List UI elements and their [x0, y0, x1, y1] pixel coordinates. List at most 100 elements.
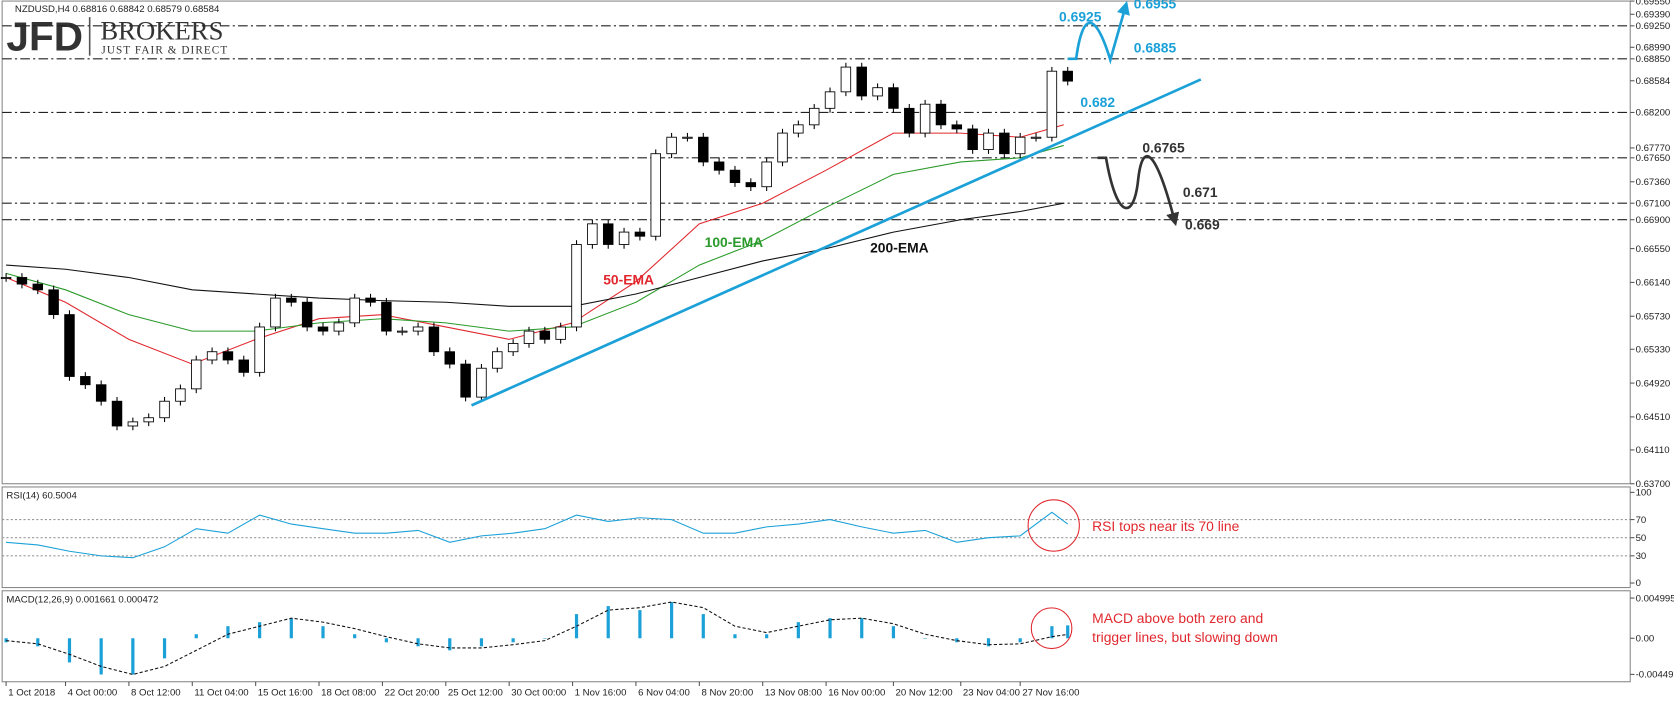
y-tick-label: 0.69390 [1636, 9, 1671, 20]
histogram-bar [1066, 625, 1070, 639]
macd-title: MACD(12,26,9) 0.001661 0.000472 [6, 595, 158, 606]
y-tick-label: 0.69550 [1636, 0, 1671, 7]
candle [143, 417, 154, 423]
level-label: 0.6955 [1134, 0, 1177, 12]
candle [1030, 136, 1042, 139]
candle [254, 326, 265, 373]
logo-tagline: JUST FAIR & DIRECT [101, 45, 228, 57]
candle [476, 367, 487, 398]
histogram-bar [226, 626, 230, 639]
candle [935, 103, 947, 126]
histogram-bar [701, 614, 705, 639]
candle [888, 87, 899, 109]
y-tick-label: 30 [1636, 551, 1647, 562]
candle [983, 132, 994, 151]
level-label: 0.671 [1183, 184, 1218, 200]
x-tick-label: 27 Nov 16:00 [1022, 688, 1079, 699]
candle [808, 107, 820, 126]
candle [682, 136, 693, 139]
candle [301, 301, 313, 328]
x-tick-label: 1 Oct 2018 [8, 688, 55, 699]
histogram-bar [891, 626, 896, 639]
x-tick-label: 16 Nov 00:00 [828, 688, 885, 699]
histogram-bar [479, 638, 484, 647]
histogram-bar [448, 638, 452, 651]
histogram-bar [511, 638, 515, 643]
y-tick-label: 0.67360 [1636, 177, 1671, 188]
candle [967, 128, 978, 151]
candle [16, 277, 28, 285]
candle [159, 400, 170, 419]
candle [492, 351, 503, 369]
candle [555, 326, 566, 340]
x-tick-label: 13 Nov 08:00 [765, 688, 822, 699]
candle [761, 161, 772, 188]
histogram-bar [36, 638, 40, 647]
y-tick-label: 0.66900 [1636, 215, 1671, 226]
histogram-bar [416, 638, 420, 647]
candle [571, 244, 582, 328]
bullish-scenario [1067, 1, 1130, 65]
candle [856, 66, 867, 97]
candle [523, 330, 535, 344]
macd-frame [1, 590, 1631, 683]
y-tick-label: 0.68584 [1636, 76, 1671, 87]
candle [777, 132, 788, 163]
histogram-bar [669, 602, 674, 639]
histogram-bar [1050, 626, 1054, 639]
histogram-bar [321, 626, 325, 639]
y-tick-label: 0.004995 [1636, 593, 1674, 604]
candle [175, 388, 186, 402]
annotation: trigger lines, but slowing down [1092, 629, 1278, 645]
y-tick-label: 0.64510 [1636, 412, 1671, 423]
level-label: 0.6765 [1142, 139, 1185, 155]
ema-label: 50-EMA [603, 272, 654, 288]
y-tick-label: 100 [1636, 488, 1652, 499]
candle [1062, 70, 1073, 82]
candle [286, 297, 297, 303]
candle [381, 301, 392, 332]
x-tick-label: 6 Nov 04:00 [638, 688, 690, 699]
candle [840, 66, 852, 93]
candle [48, 289, 59, 316]
candle [191, 359, 202, 390]
candle [729, 169, 741, 184]
y-tick-label: 0.68990 [1636, 42, 1671, 53]
x-tick-label: 23 Nov 04:00 [963, 688, 1020, 699]
candle [127, 421, 139, 427]
x-tick-label: 8 Oct 12:00 [131, 688, 181, 699]
x-tick-label: 20 Nov 12:00 [896, 688, 953, 699]
candle [32, 283, 44, 291]
histogram-bar [1018, 638, 1022, 643]
candle [999, 132, 1010, 155]
candle [111, 400, 123, 427]
candle [698, 136, 709, 163]
y-tick-label: -0.00449 [1636, 670, 1674, 681]
candle [444, 351, 455, 365]
y-tick-label: 0.64920 [1636, 378, 1671, 389]
level-label: 0.682 [1080, 94, 1115, 110]
candle [396, 330, 408, 333]
histogram-bar [131, 638, 135, 675]
candle [634, 231, 646, 237]
x-tick-label: 1 Nov 16:00 [575, 688, 627, 699]
candle [222, 351, 234, 361]
y-tick-label: 0.67650 [1636, 153, 1671, 164]
y-tick-label: 0.68200 [1636, 108, 1671, 119]
main-frame [1, 0, 1631, 485]
candle [349, 297, 360, 324]
candle [206, 351, 218, 361]
annotation: MACD above both zero and [1092, 610, 1263, 626]
histogram-bar [923, 638, 927, 639]
histogram-bar [258, 622, 262, 639]
candle [745, 182, 757, 188]
y-tick-label: 0.66140 [1636, 278, 1671, 289]
candle [919, 103, 931, 134]
logo-name: BROKERS [100, 16, 223, 46]
chart-title: NZDUSD,H4 0.68816 0.68842 0.68579 0.6858… [15, 4, 220, 15]
candle [602, 223, 614, 245]
rsi-title: RSI(14) 60.5004 [6, 491, 77, 502]
y-tick-label: 0.65730 [1636, 311, 1671, 322]
candle [270, 297, 281, 328]
